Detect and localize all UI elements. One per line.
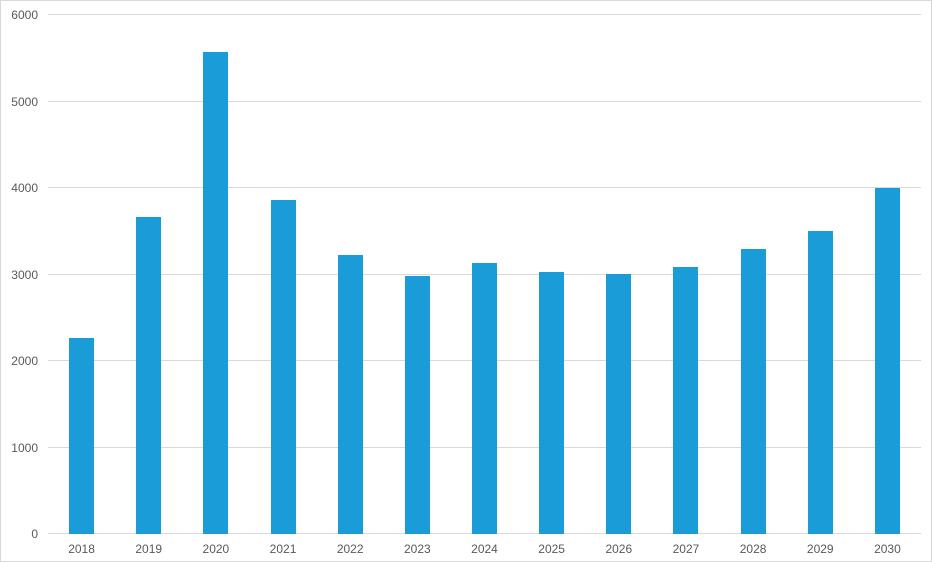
bar-2025 (539, 271, 565, 534)
x-axis-label-2021: 2021 (269, 542, 297, 556)
y-axis-label-5000: 5000 (11, 94, 38, 109)
x-axis-label-2019: 2019 (135, 542, 163, 556)
y-axis-label-2000: 2000 (11, 354, 38, 368)
bar-2029 (807, 231, 833, 534)
x-axis-label-2026: 2026 (605, 542, 633, 556)
y-axis-label-0: 0 (31, 527, 38, 541)
bar-2026 (606, 273, 632, 534)
y-axis-label-3000: 3000 (11, 267, 38, 282)
x-axis-label-2025: 2025 (538, 542, 565, 556)
x-axis-label-2020: 2020 (202, 542, 230, 556)
gridline-6000 (48, 14, 921, 15)
gridline-4000 (48, 187, 921, 188)
bar-2030 (874, 188, 900, 534)
bar-2019 (136, 217, 162, 534)
bar-2024 (472, 263, 497, 534)
x-axis-label-2027: 2027 (672, 542, 700, 556)
bar-2023 (404, 276, 430, 534)
bar-2021 (270, 200, 296, 534)
x-axis-label-2022: 2022 (336, 542, 364, 556)
bar-2027 (673, 266, 699, 534)
y-axis-label-1000: 1000 (11, 440, 38, 455)
x-axis-label-2023: 2023 (403, 542, 431, 556)
gridline-5000 (48, 100, 921, 102)
bar-2022 (337, 254, 363, 534)
plot-area (48, 14, 921, 534)
x-axis-label-2029: 2029 (806, 542, 834, 556)
x-axis-label-2028: 2028 (739, 542, 767, 556)
y-axis-label-6000: 6000 (11, 8, 38, 22)
bar-2020 (203, 52, 229, 534)
bar-2028 (740, 249, 766, 534)
y-axis-label-4000: 4000 (11, 181, 38, 195)
x-axis-label-2024: 2024 (471, 542, 498, 556)
bar-2018 (69, 337, 95, 534)
x-axis-label-2030: 2030 (874, 542, 901, 556)
x-axis-label-2018: 2018 (68, 542, 95, 556)
